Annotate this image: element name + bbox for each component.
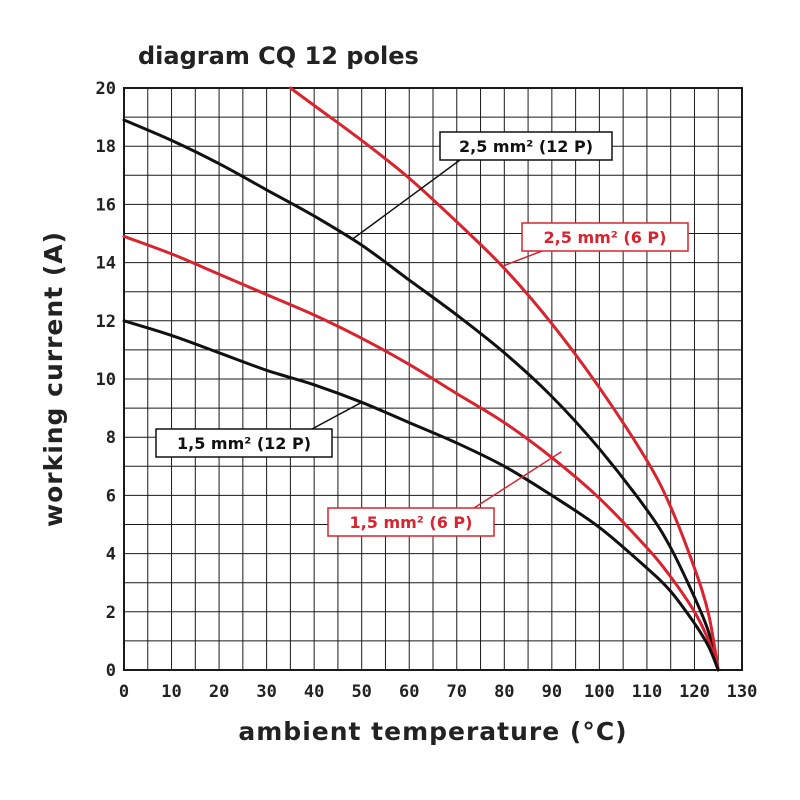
y-tick-label: 0 bbox=[106, 661, 116, 681]
plot-frame bbox=[123, 87, 743, 671]
curves bbox=[122, 86, 720, 672]
callout-label: 1,5 mm² (12 P) bbox=[177, 434, 311, 453]
y-tick-label: 12 bbox=[96, 312, 116, 332]
callouts: 2,5 mm² (12 P) 2,5 mm² (6 P) 1,5 mm² (12 P… bbox=[155, 131, 689, 537]
callout-label: 2,5 mm² (12 P) bbox=[459, 137, 593, 156]
y-axis-label: working current (A) bbox=[39, 231, 68, 527]
callout-box bbox=[439, 131, 613, 161]
x-tick-label: 80 bbox=[494, 682, 514, 702]
y-tick-label: 20 bbox=[96, 79, 116, 99]
callout-leader bbox=[504, 250, 543, 267]
series-line bbox=[288, 86, 720, 672]
series-line bbox=[122, 234, 720, 672]
callout-box bbox=[155, 428, 333, 458]
callout-leader bbox=[351, 159, 461, 240]
y-tick-label: 18 bbox=[96, 137, 116, 157]
grid bbox=[123, 87, 743, 671]
y-tick-label: 2 bbox=[106, 603, 116, 623]
callout-box bbox=[521, 222, 689, 252]
y-tick-label: 4 bbox=[106, 545, 116, 565]
y-tick-label: 10 bbox=[96, 370, 116, 390]
x-tick-label: 110 bbox=[632, 682, 663, 702]
series-line bbox=[122, 118, 720, 672]
y-tick-label: 6 bbox=[106, 486, 116, 506]
x-tick-label: 40 bbox=[304, 682, 324, 702]
y-tick-label: 8 bbox=[106, 428, 116, 448]
tick-labels: 0 10 20 30 40 50 60 70 80 90 100 110 120 130 0 2 4 6 8 10 12… bbox=[96, 79, 758, 702]
x-tick-label: 50 bbox=[351, 682, 371, 702]
y-tick-label: 14 bbox=[96, 254, 116, 274]
callout-box bbox=[327, 507, 495, 537]
callout-leader bbox=[473, 451, 562, 509]
callout-leader bbox=[311, 401, 363, 430]
x-tick-label: 0 bbox=[119, 682, 129, 702]
callout-label: 1,5 mm² (6 P) bbox=[350, 513, 473, 532]
callout-label: 2,5 mm² (6 P) bbox=[544, 228, 667, 247]
x-axis-label: ambient temperature (°C) bbox=[238, 717, 627, 746]
x-tick-label: 100 bbox=[584, 682, 615, 702]
y-tick-label: 16 bbox=[96, 195, 116, 215]
series-line bbox=[122, 319, 720, 672]
x-tick-label: 70 bbox=[447, 682, 467, 702]
chart-title: diagram CQ 12 poles bbox=[138, 42, 419, 70]
x-tick-label: 130 bbox=[727, 682, 758, 702]
x-tick-label: 60 bbox=[399, 682, 419, 702]
x-tick-label: 30 bbox=[256, 682, 276, 702]
x-tick-label: 90 bbox=[542, 682, 562, 702]
x-tick-label: 20 bbox=[209, 682, 229, 702]
x-tick-label: 120 bbox=[679, 682, 710, 702]
x-tick-label: 10 bbox=[161, 682, 181, 702]
